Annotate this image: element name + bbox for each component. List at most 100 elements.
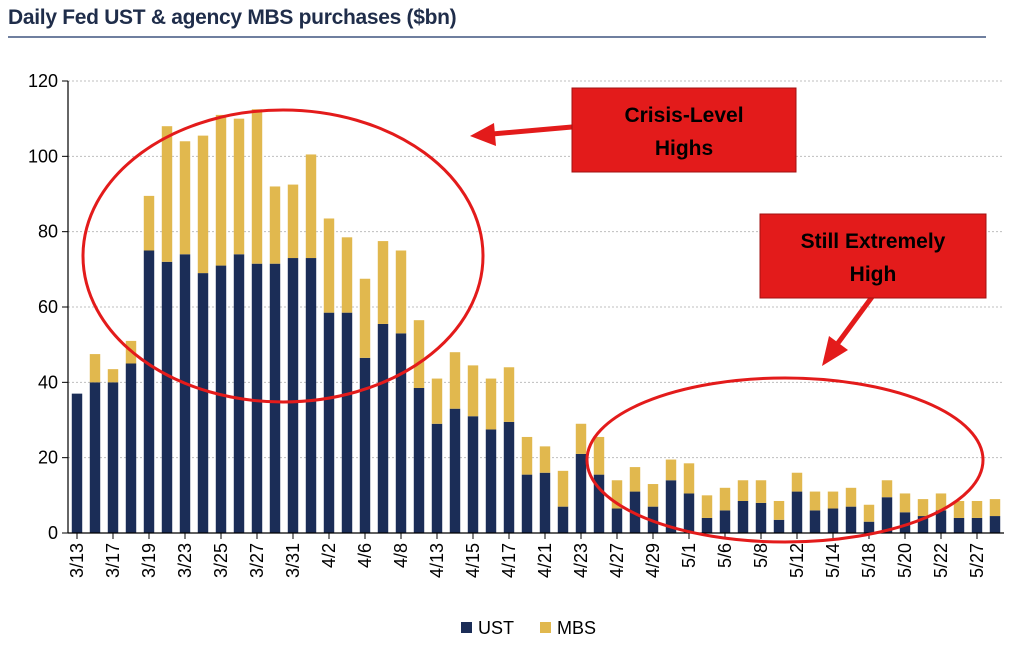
still-high-ellipse [585, 376, 985, 544]
bar-ust-14 [323, 312, 335, 533]
bar-ust-37 [737, 500, 749, 533]
bar-mbs-7 [197, 135, 209, 274]
bar-ust-34 [683, 493, 695, 533]
bar-ust-21 [449, 408, 461, 533]
bar-mbs-35 [701, 495, 713, 518]
bar-ust-23 [485, 429, 497, 533]
y-tick-label: 120 [28, 71, 58, 91]
bar-mbs-31 [629, 467, 641, 492]
bar-ust-47 [917, 516, 929, 533]
bar-mbs-21 [449, 352, 461, 409]
bar-mbs-5 [161, 126, 173, 262]
bar-ust-18 [395, 333, 407, 533]
bar-mbs-47 [917, 499, 929, 517]
title-divider [8, 36, 986, 38]
bar-ust-13 [305, 258, 317, 533]
bar-mbs-19 [413, 320, 425, 388]
x-tick-label: 4/29 [643, 543, 663, 578]
x-tick-label: 3/25 [211, 543, 231, 578]
bar-mbs-16 [359, 278, 371, 358]
bar-ust-50 [971, 517, 983, 533]
bar-ust-22 [467, 416, 479, 533]
bar-ust-51 [989, 516, 1001, 533]
bar-ust-25 [521, 474, 533, 533]
x-tick-label: 4/2 [319, 543, 339, 568]
bar-mbs-39 [773, 500, 785, 520]
bar-mbs-40 [791, 472, 803, 492]
bar-ust-15 [341, 312, 353, 533]
bar-mbs-50 [971, 500, 983, 518]
x-tick-label: 4/27 [607, 543, 627, 578]
bar-ust-38 [755, 502, 767, 533]
still-high-line-2: High [850, 263, 897, 286]
bar-mbs-22 [467, 365, 479, 417]
crisis-highs-line-2: Highs [655, 137, 713, 160]
legend-label-ust: UST [478, 618, 514, 638]
x-tick-label: 5/27 [967, 543, 987, 578]
x-tick-label: 5/1 [679, 543, 699, 568]
y-tick-label: 60 [38, 297, 58, 317]
bar-ust-6 [179, 254, 191, 533]
still-high-arrow-head [822, 336, 848, 366]
bar-mbs-6 [179, 141, 191, 255]
x-tick-label: 5/6 [715, 543, 735, 568]
bar-mbs-49 [953, 500, 965, 518]
bar-mbs-15 [341, 237, 353, 313]
bar-ust-28 [575, 453, 587, 533]
bar-ust-33 [665, 480, 677, 533]
bar-ust-10 [251, 263, 263, 533]
y-tick-label: 100 [28, 146, 58, 166]
x-axis-ticks: 3/13 3/17 3/19 3/23 3/25 3/27 3/31 4/2 4/6 4/8 4/1… [67, 533, 987, 578]
still-high-line-1: Still Extremely [801, 230, 946, 253]
crisis-highs-line-1: Crisis-Level [624, 104, 743, 127]
still-high-arrow-shaft [835, 295, 875, 345]
x-tick-label: 5/20 [895, 543, 915, 578]
bar-ust-48 [935, 510, 947, 533]
bar-mbs-14 [323, 218, 335, 313]
x-tick-label: 3/19 [139, 543, 159, 578]
bar-ust-17 [377, 323, 389, 533]
x-tick-label: 3/27 [247, 543, 267, 578]
bar-ust-5 [161, 261, 173, 533]
bar-mbs-46 [899, 493, 911, 513]
bar-mbs-34 [683, 463, 695, 494]
bar-ust-1 [89, 382, 101, 533]
legend-swatch-mbs [540, 622, 551, 633]
bar-mbs-44 [863, 504, 875, 522]
bar-mbs-37 [737, 480, 749, 501]
x-tick-label: 4/13 [427, 543, 447, 578]
bar-ust-29 [593, 474, 605, 533]
bar-ust-44 [863, 521, 875, 533]
y-tick-label: 20 [38, 448, 58, 468]
bar-mbs-9 [233, 118, 245, 255]
bar-mbs-36 [719, 487, 731, 511]
chart-title: Daily Fed UST & agency MBS purchases ($b… [8, 6, 457, 29]
x-tick-label: 3/13 [67, 543, 87, 578]
crisis-arrow-shaft [491, 124, 573, 137]
bar-mbs-51 [989, 499, 1001, 517]
bar-ust-36 [719, 510, 731, 533]
x-tick-label: 5/14 [823, 543, 843, 578]
y-tick-label: 0 [48, 523, 58, 543]
bar-mbs-43 [845, 487, 857, 507]
x-tick-label: 5/22 [931, 543, 951, 578]
bar-ust-16 [359, 357, 371, 533]
bar-mbs-33 [665, 459, 677, 481]
x-tick-label: 4/17 [499, 543, 519, 578]
bar-ust-26 [539, 472, 551, 533]
legend-label-mbs: MBS [557, 618, 596, 638]
bar-mbs-48 [935, 493, 947, 511]
legend-swatch-ust [461, 622, 472, 633]
x-tick-label: 3/31 [283, 543, 303, 578]
bar-ust-2 [107, 382, 119, 533]
y-axis-ticks: 0 20 40 60 80 100 120 [28, 71, 68, 543]
x-tick-label: 4/15 [463, 543, 483, 578]
bar-ust-35 [701, 517, 713, 533]
bar-ust-30 [611, 508, 623, 533]
bar-ust-45 [881, 497, 893, 533]
bar-ust-27 [557, 506, 569, 533]
still-high-callout-box [759, 213, 987, 299]
bar-ust-42 [827, 508, 839, 533]
bar-mbs-11 [269, 186, 281, 264]
crisis-highs-callout-box [571, 87, 797, 173]
